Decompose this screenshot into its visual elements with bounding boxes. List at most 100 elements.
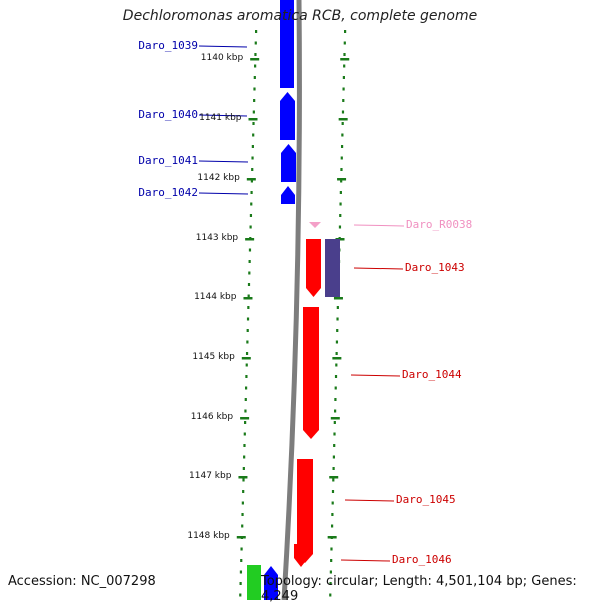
inner-ruler-dot [253, 76, 256, 79]
accession-text: Accession: NC_007298 [8, 574, 156, 589]
outer-ruler-dot [330, 559, 333, 562]
ruler-major-tick-outer [337, 178, 347, 181]
inner-ruler-dot [252, 110, 255, 114]
gene-daro-1041 [281, 144, 296, 182]
genome-backbone [281, 0, 302, 600]
label-leader-lines [198, 45, 405, 562]
inner-ruler-dot [246, 317, 250, 321]
inner-ruler-dot [243, 444, 246, 447]
inner-ruler-dot [249, 225, 252, 229]
outer-ruler-dot [333, 444, 336, 447]
ruler-major-tick [236, 536, 246, 539]
outer-ruler-dot [343, 64, 346, 68]
leader-line [344, 499, 395, 502]
outer-ruler-dot [340, 168, 343, 171]
inner-ruler-dot [244, 386, 248, 390]
ruler-major-tick-outer [332, 357, 342, 360]
outer-ruler-dot [336, 306, 339, 309]
outer-ruler-dot [336, 329, 339, 332]
inner-ruler-dot [241, 501, 244, 505]
outer-ruler-dot [338, 225, 342, 229]
inner-ruler-dot [246, 340, 249, 344]
outer-ruler-dot [330, 547, 333, 551]
gene-daro-1040 [280, 92, 295, 140]
ruler-major-tick [238, 476, 248, 479]
inner-ruler-dot [248, 260, 251, 263]
inner-ruler-dot [254, 41, 257, 45]
misc-feature [325, 239, 340, 297]
tick-label: 1145 kbp [192, 352, 235, 362]
gene-partial-green [247, 565, 261, 600]
inner-ruler-dot [241, 513, 244, 516]
inner-ruler-dot [242, 490, 245, 493]
gene-daro-1043 [306, 239, 321, 297]
outer-ruler-dot [342, 99, 345, 102]
leader-line [353, 267, 404, 270]
inner-ruler-dot [242, 467, 245, 470]
inner-ruler-dot [244, 398, 247, 401]
gene-label-reverse: Daro_1044 [402, 368, 462, 381]
gene-daro-1042 [281, 186, 295, 204]
inner-ruler-dot [253, 87, 256, 91]
inner-ruler-dot [245, 375, 248, 378]
tick-label: 1141 kbp [199, 113, 242, 123]
ruler-major-tick-outer [333, 297, 343, 300]
outer-ruler-dot [331, 490, 335, 493]
ruler-major-tick-outer [330, 417, 340, 420]
outer-ruler-dot [329, 593, 332, 597]
outer-ruler-dot [340, 145, 344, 148]
ruler-major-tick [245, 238, 255, 241]
outer-ruler-dot [332, 478, 335, 482]
tick-label: 1144 kbp [194, 292, 237, 302]
inner-ruler-dot [250, 179, 254, 183]
gene-partial-blue [264, 566, 278, 600]
inner-ruler-dot [241, 524, 244, 528]
gene-daro-1039 [280, 0, 294, 88]
inner-ruler-dot [245, 363, 248, 367]
outer-ruler-dot [343, 41, 346, 45]
leader-line [198, 160, 249, 163]
inner-ruler-dot [247, 306, 250, 309]
leader-line [350, 374, 401, 377]
inner-ruler-dot [249, 214, 253, 217]
inner-ruler-dot [252, 122, 255, 125]
inner-ruler-dot [248, 248, 252, 252]
inner-ruler-dot [248, 271, 251, 275]
inner-ruler-dot [239, 582, 242, 585]
inner-ruler-dot [244, 421, 247, 424]
inner-ruler-dot [255, 30, 258, 33]
ruler-major-tick [250, 58, 260, 61]
outer-ruler-dot [331, 501, 334, 505]
gene-label-reverse: Daro_1045 [396, 493, 456, 506]
ruler-major-tick-outer [327, 536, 337, 539]
outer-ruler-dot [334, 386, 337, 390]
gene-features [247, 0, 340, 600]
ruler-major-tick-outer [329, 476, 339, 479]
inner-ruler-dot [242, 478, 245, 482]
inner-ruler-dot [247, 294, 250, 298]
inner-ruler-dot [251, 156, 254, 160]
outer-ruler-dot [334, 375, 338, 378]
tick-label: 1148 kbp [187, 531, 230, 541]
gene-label-reverse: Daro_1043 [405, 261, 465, 274]
gene-daro-1045 [297, 459, 313, 563]
outer-ruler-dot [331, 513, 334, 516]
inner-ruler-dot [254, 64, 257, 68]
inner-ruler-dot [254, 53, 257, 56]
outer-ruler-dot [340, 156, 343, 160]
outer-ruler-dot [341, 122, 344, 125]
ruler-major-tick [241, 357, 251, 360]
inner-ruler-dot [253, 99, 256, 102]
inner-ruler-dot [247, 283, 251, 286]
inner-ruler-dot [250, 191, 253, 194]
outer-ruler-dot [342, 76, 345, 79]
inner-ruler-dot [243, 432, 246, 436]
outer-ruler-dot [339, 202, 342, 206]
inner-ruler-dot [246, 329, 249, 332]
ruler-major-tick [248, 118, 258, 121]
outer-ruler-dot [333, 421, 336, 424]
inner-ruler-dot [239, 570, 243, 574]
outer-ruler-dot [340, 179, 343, 183]
ruler-major-tick-outer [338, 118, 348, 121]
